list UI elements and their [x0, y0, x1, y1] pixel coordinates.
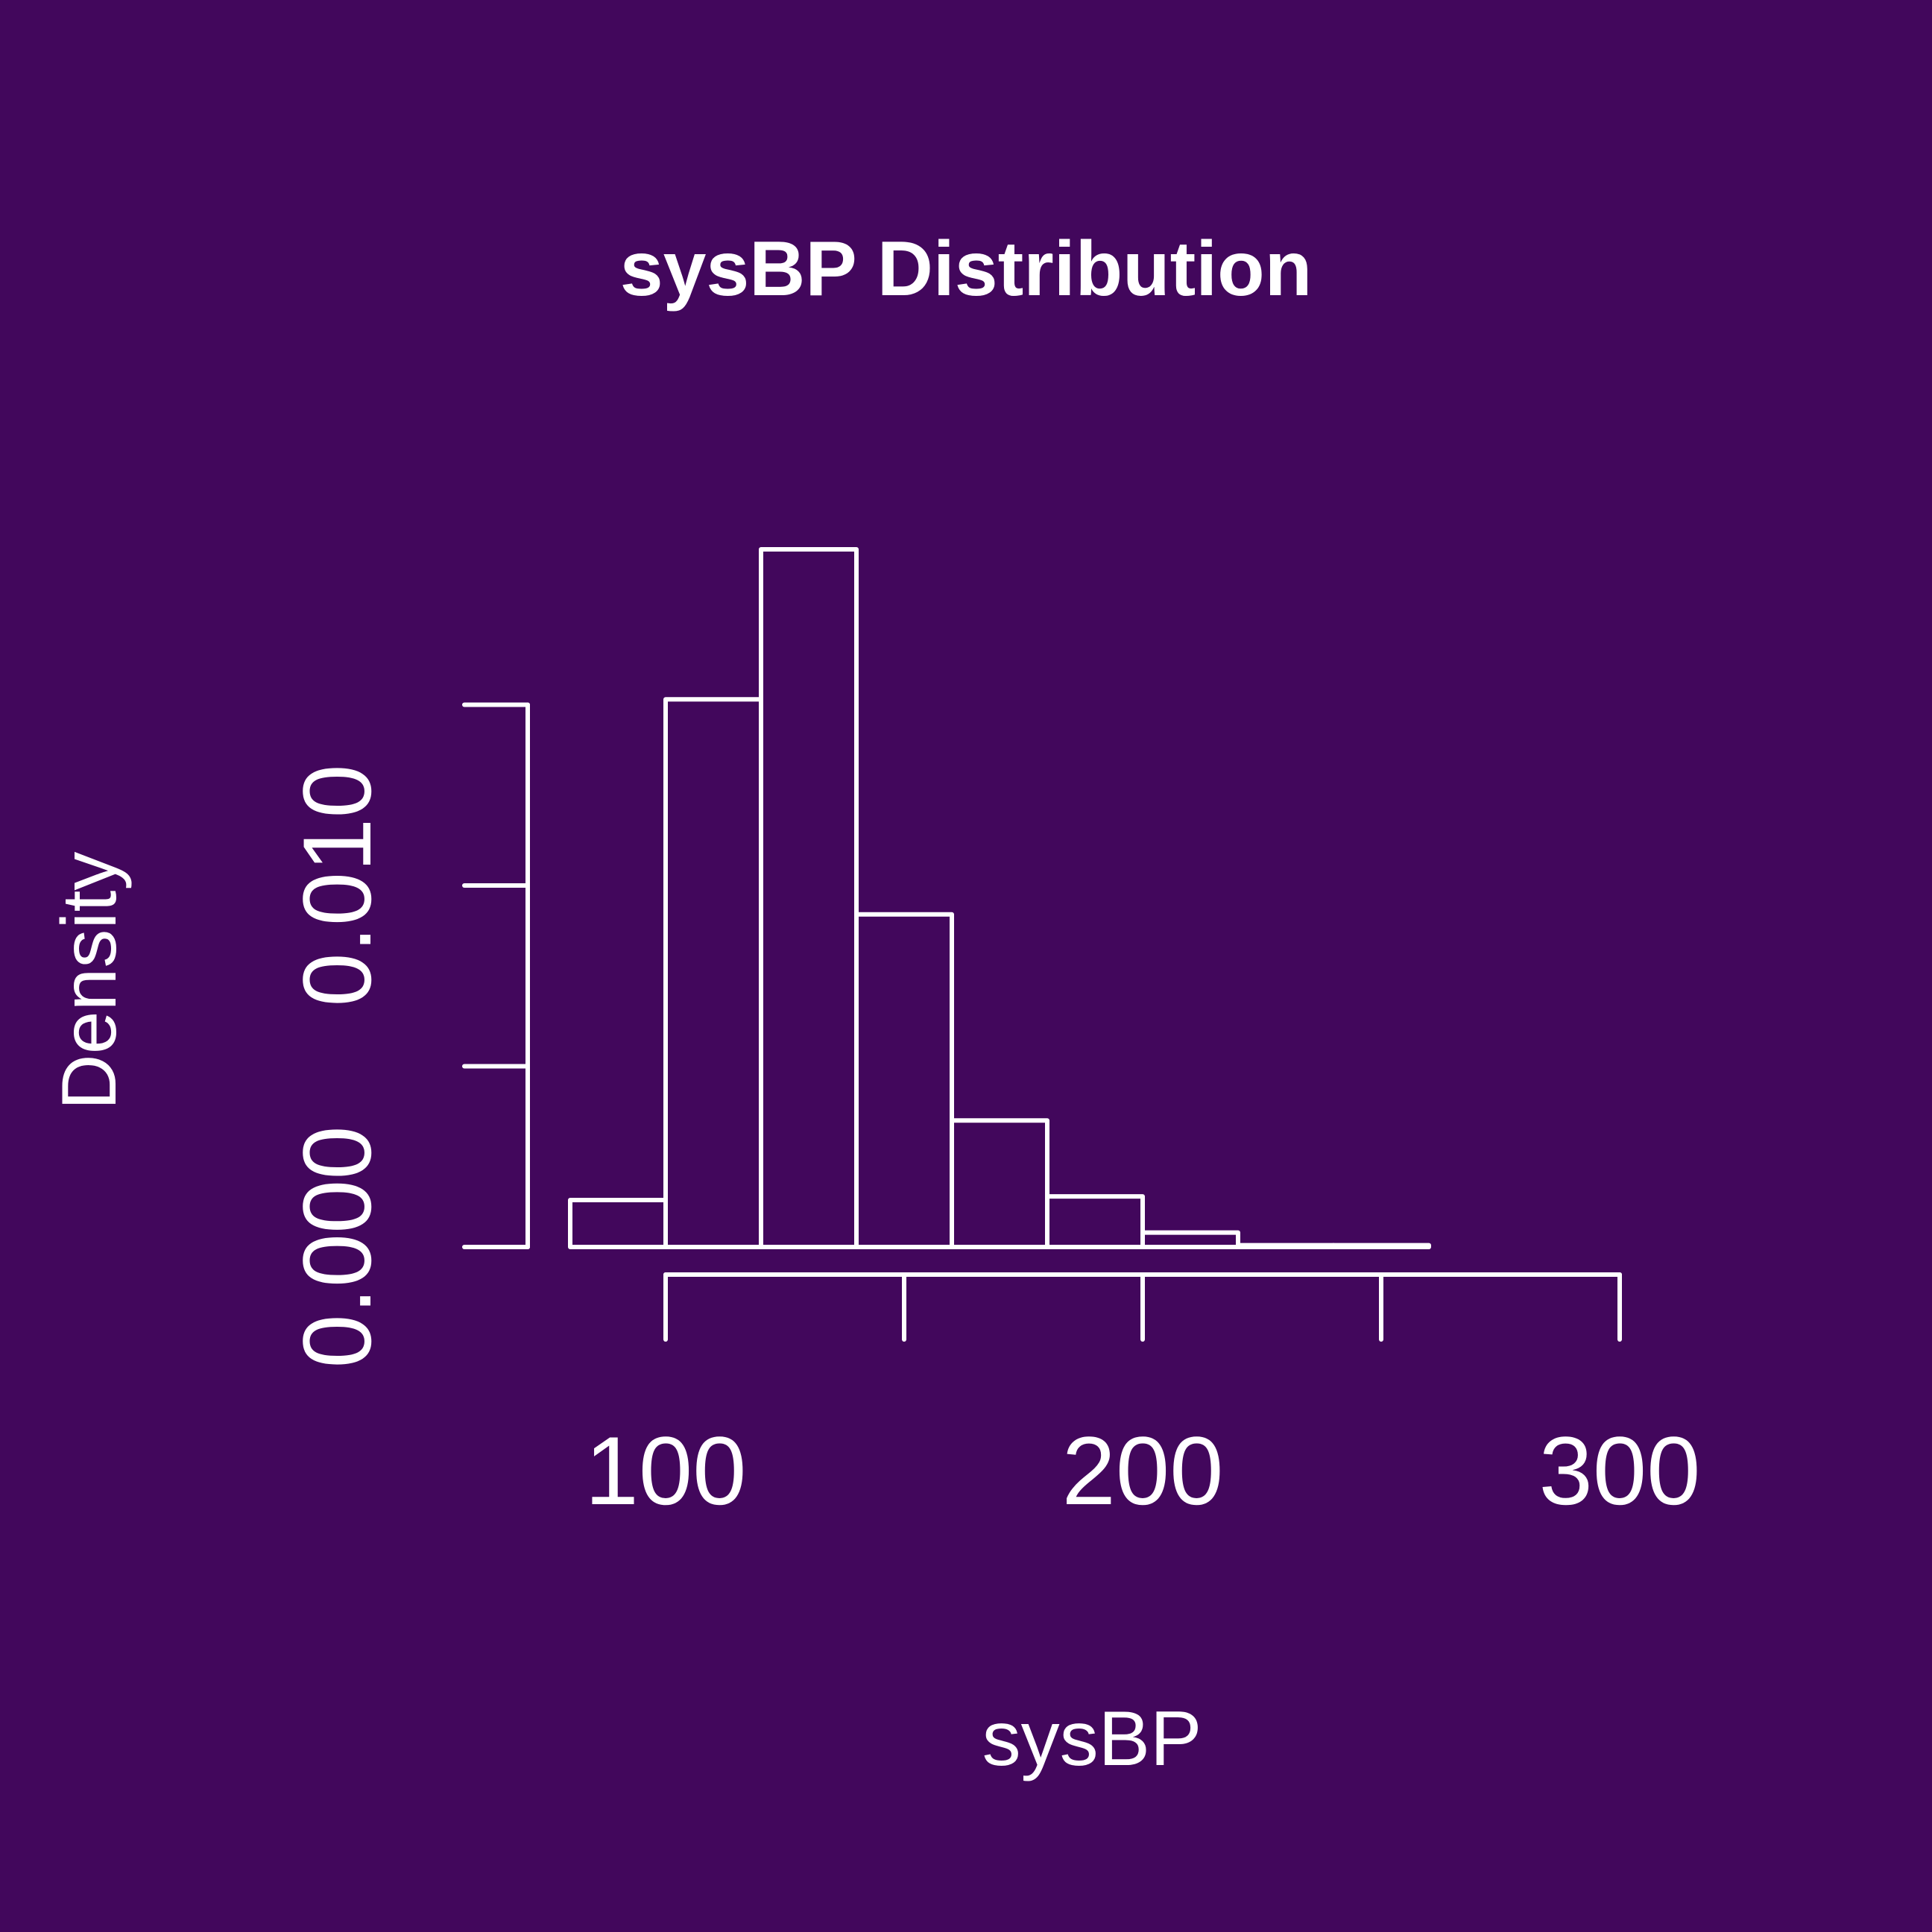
- histogram-bars: [568, 546, 1431, 1250]
- x-axis-title: sysBP: [982, 1696, 1202, 1782]
- histogram-bar-7: [1236, 1243, 1336, 1249]
- y-tick-label: 0.010: [282, 764, 391, 1006]
- histogram-bar-5: [1045, 1194, 1145, 1249]
- histogram-bar-6: [1140, 1230, 1240, 1249]
- x-tick-label: 300: [1539, 1416, 1701, 1525]
- histogram-bar-2: [759, 546, 859, 1249]
- y-axis-title: Density: [46, 852, 133, 1111]
- x-axis: 100 200 300: [585, 1272, 1701, 1525]
- y-tick-label: 0.000: [282, 1126, 391, 1368]
- x-tick-label: 100: [585, 1416, 747, 1525]
- x-tick-label: 200: [1062, 1416, 1224, 1525]
- histogram-bar-8: [1331, 1243, 1431, 1249]
- histogram-bar-3: [854, 912, 954, 1250]
- y-axis: 0.000 0.010: [282, 702, 530, 1368]
- chart-title: sysBP Distribution: [620, 226, 1312, 312]
- histogram-bar-4: [950, 1118, 1049, 1249]
